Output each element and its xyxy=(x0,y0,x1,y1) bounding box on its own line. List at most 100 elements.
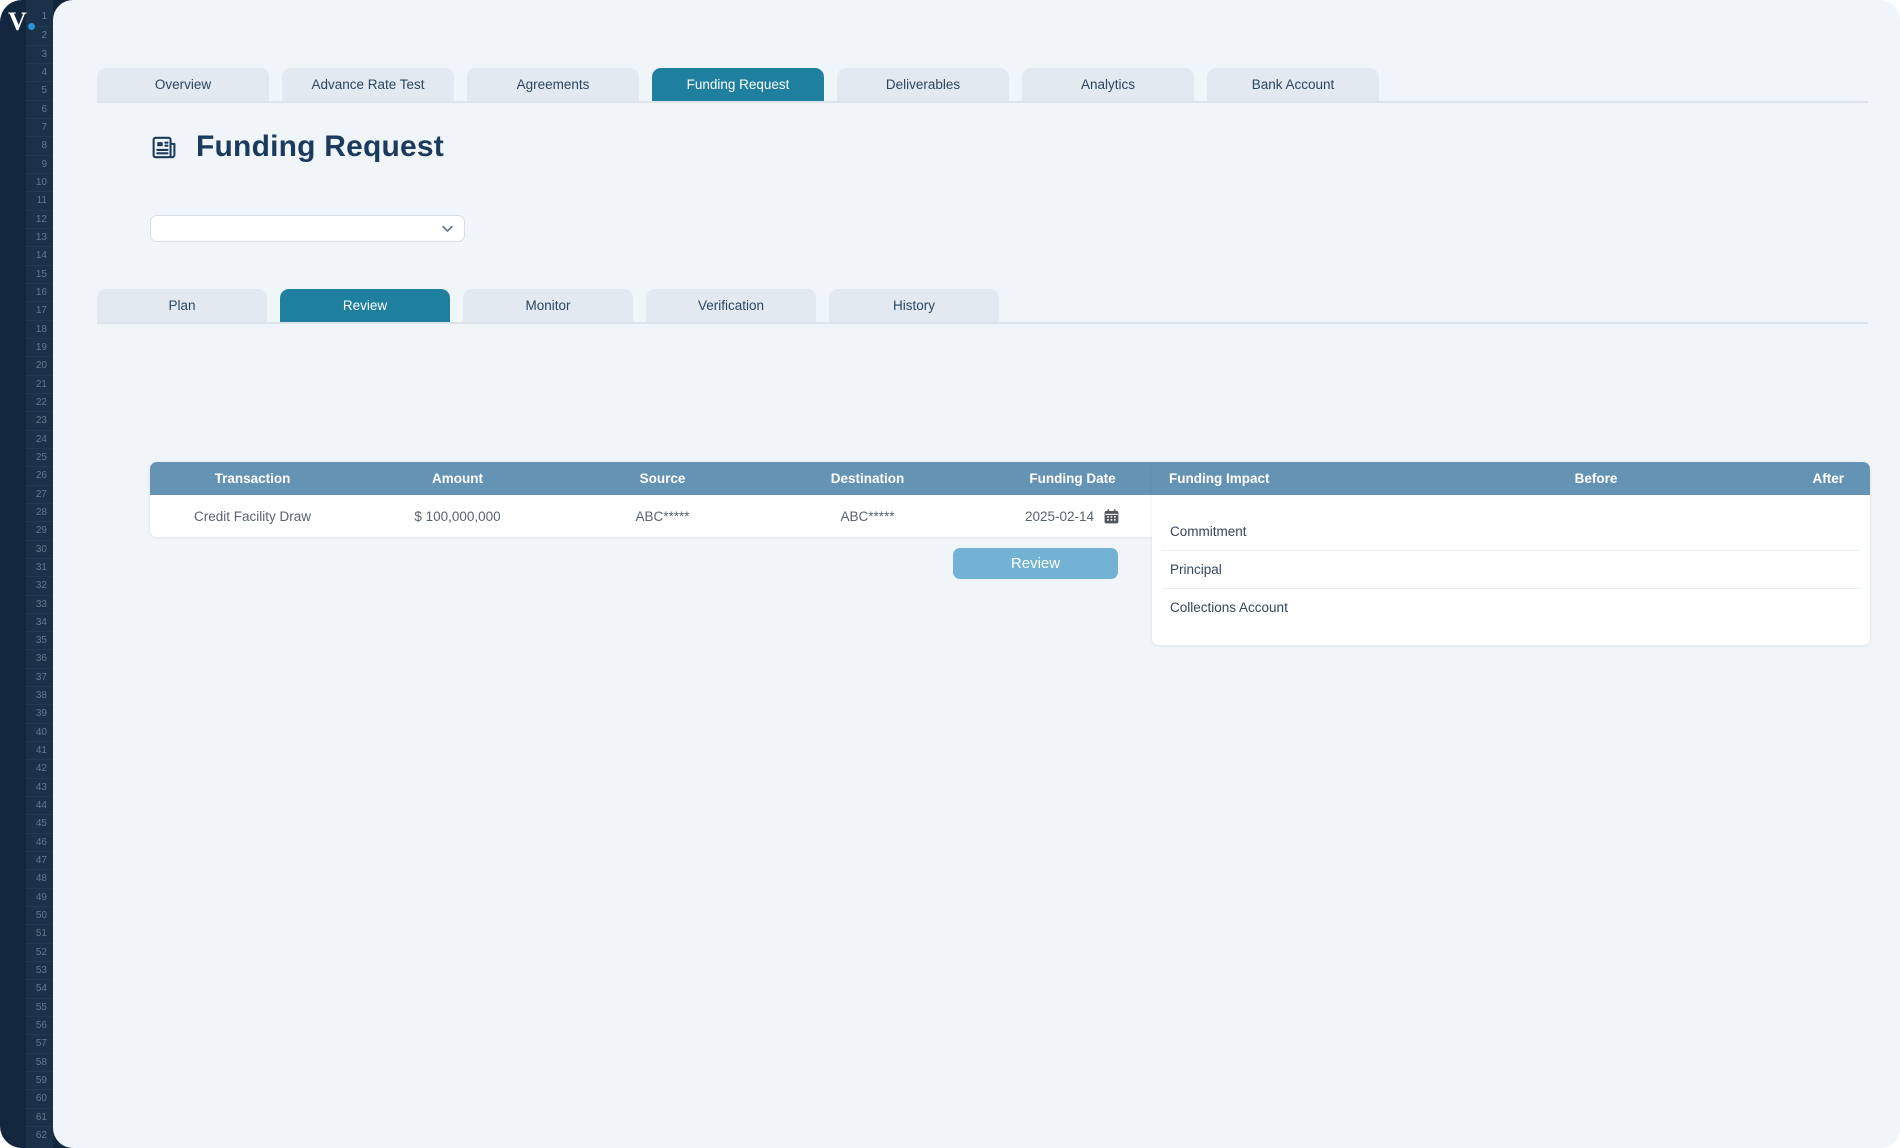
col-funding-date: Funding Date xyxy=(1029,471,1116,486)
tab-analytics[interactable]: Analytics xyxy=(1022,68,1194,101)
line-number: 18 xyxy=(26,319,53,338)
line-number: 57 xyxy=(26,1034,53,1052)
line-number: 12 xyxy=(26,209,53,228)
line-number: 34 xyxy=(26,612,53,631)
line-number: 48 xyxy=(26,869,53,887)
tab-overview[interactable]: Overview xyxy=(97,68,269,101)
line-number: 58 xyxy=(26,1052,53,1071)
line-number: 39 xyxy=(26,704,53,722)
line-number: 10 xyxy=(26,172,53,191)
funding-impact-title: Funding Impact xyxy=(1169,471,1270,486)
line-number: 3 xyxy=(26,44,53,63)
main-nav-tabs: Overview Advance Rate Test Agreements Fu… xyxy=(97,68,1868,103)
line-number: 42 xyxy=(26,759,53,777)
line-number: 62 xyxy=(26,1126,53,1144)
line-number: 31 xyxy=(26,557,53,576)
line-number: 36 xyxy=(26,649,53,667)
line-number: 7 xyxy=(26,117,53,136)
tab-review[interactable]: Review xyxy=(280,289,450,322)
cell-destination: ABC***** xyxy=(840,508,895,524)
funding-impact-body: Commitment Principal Collections Account xyxy=(1152,495,1870,645)
line-number: 47 xyxy=(26,851,53,869)
line-number: 17 xyxy=(26,301,53,319)
funding-date-value: 2025-02-14 xyxy=(1024,508,1095,524)
funding-impact-table: Funding Impact Before After Commitment P… xyxy=(1152,462,1870,645)
line-number: 37 xyxy=(26,667,53,686)
logo-dot-icon xyxy=(27,23,35,30)
cell-funding-date: 2025-02-14 xyxy=(970,495,1175,537)
newspaper-icon xyxy=(152,136,176,158)
review-button[interactable]: Review xyxy=(953,548,1118,579)
line-number: 50 xyxy=(26,906,53,924)
calendar-icon[interactable] xyxy=(1103,508,1120,525)
funding-request-select[interactable] xyxy=(150,215,465,242)
sub-nav-tabs: Plan Review Monitor Verification History xyxy=(97,289,1868,324)
page-header: Funding Request xyxy=(150,130,444,164)
tab-monitor[interactable]: Monitor xyxy=(463,289,633,322)
line-number: 41 xyxy=(26,741,53,759)
line-number: 8 xyxy=(26,136,53,154)
line-number: 54 xyxy=(26,979,53,997)
line-number-gutter: 1 2 3 4 5 6 7 8 9 10 11 12 13 14 15 16 17 18 19 20 21 22 23 24 2… xyxy=(26,0,53,1148)
line-number: 2 xyxy=(26,26,53,44)
line-number: 32 xyxy=(26,576,53,594)
funding-impact-header: Funding Impact Before After xyxy=(1152,462,1870,495)
logo-letter: V xyxy=(8,7,27,36)
tab-bank-account[interactable]: Bank Account xyxy=(1207,68,1379,101)
line-number: 28 xyxy=(26,502,53,521)
line-number: 60 xyxy=(26,1089,53,1107)
line-number: 21 xyxy=(26,374,53,393)
col-transaction: Transaction xyxy=(214,471,291,486)
tab-history[interactable]: History xyxy=(829,289,999,322)
cell-transaction: Credit Facility Draw xyxy=(193,508,312,524)
impact-row-principal: Principal xyxy=(1162,551,1860,589)
line-number: 6 xyxy=(26,99,53,118)
impact-row-collections-account: Collections Account xyxy=(1170,600,1288,615)
line-number: 44 xyxy=(26,796,53,814)
tab-deliverables[interactable]: Deliverables xyxy=(837,68,1009,101)
line-number: 13 xyxy=(26,227,53,246)
tab-funding-request[interactable]: Funding Request xyxy=(652,68,824,101)
line-number: 26 xyxy=(26,466,53,484)
line-number: 46 xyxy=(26,832,53,851)
line-number: 23 xyxy=(26,411,53,429)
line-number: 38 xyxy=(26,686,53,704)
tab-agreements[interactable]: Agreements xyxy=(467,68,639,101)
line-number: 35 xyxy=(26,631,53,649)
line-number: 53 xyxy=(26,961,53,979)
col-amount: Amount xyxy=(432,471,483,486)
line-number: 43 xyxy=(26,777,53,796)
cell-amount: $ 100,000,000 xyxy=(414,508,501,524)
col-after: After xyxy=(1812,471,1844,486)
line-number: 15 xyxy=(26,264,53,283)
line-number: 55 xyxy=(26,997,53,1016)
line-number: 51 xyxy=(26,924,53,942)
tab-advance-rate-test[interactable]: Advance Rate Test xyxy=(282,68,454,101)
line-number: 9 xyxy=(26,154,53,173)
chevron-down-icon xyxy=(442,225,453,232)
line-number: 11 xyxy=(26,191,53,209)
tab-verification[interactable]: Verification xyxy=(646,289,816,322)
line-number: 30 xyxy=(26,539,53,558)
main-content: Overview Advance Rate Test Agreements Fu… xyxy=(53,0,1900,1148)
line-number: 16 xyxy=(26,282,53,301)
col-destination: Destination xyxy=(830,471,905,486)
line-number: 4 xyxy=(26,62,53,81)
line-number: 40 xyxy=(26,722,53,741)
transaction-table-header: Transaction Amount Source Destination Fu… xyxy=(150,462,1175,495)
line-number: 20 xyxy=(26,356,53,374)
line-number: 59 xyxy=(26,1071,53,1089)
app-logo[interactable]: V xyxy=(8,6,38,38)
line-number: 22 xyxy=(26,392,53,411)
line-number: 25 xyxy=(26,447,53,466)
impact-row-commitment: Commitment xyxy=(1162,513,1860,551)
col-source: Source xyxy=(639,471,686,486)
col-before: Before xyxy=(1574,471,1618,486)
line-number: 27 xyxy=(26,484,53,503)
line-number: 61 xyxy=(26,1107,53,1126)
line-number: 33 xyxy=(26,594,53,613)
transaction-table: Transaction Amount Source Destination Fu… xyxy=(150,462,1175,537)
line-number: 24 xyxy=(26,429,53,448)
tab-plan[interactable]: Plan xyxy=(97,289,267,322)
